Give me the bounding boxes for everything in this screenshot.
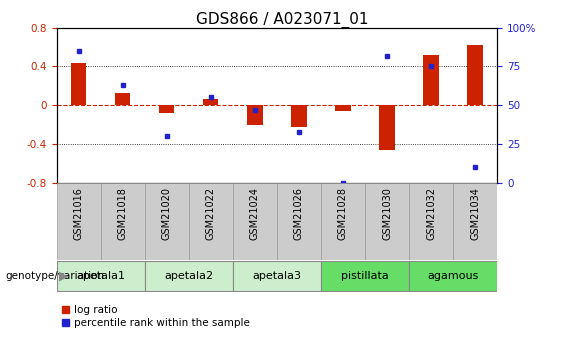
FancyBboxPatch shape bbox=[233, 261, 321, 291]
FancyBboxPatch shape bbox=[145, 183, 189, 260]
Bar bbox=[467, 45, 483, 105]
FancyBboxPatch shape bbox=[145, 261, 233, 291]
Text: apetala1: apetala1 bbox=[76, 271, 125, 281]
Text: GSM21024: GSM21024 bbox=[250, 187, 260, 240]
FancyBboxPatch shape bbox=[409, 183, 453, 260]
Text: apetala3: apetala3 bbox=[253, 271, 301, 281]
Text: apetala2: apetala2 bbox=[164, 271, 213, 281]
Text: GSM21032: GSM21032 bbox=[426, 187, 436, 240]
Text: GSM21018: GSM21018 bbox=[118, 187, 128, 240]
Text: agamous: agamous bbox=[428, 271, 479, 281]
FancyBboxPatch shape bbox=[321, 261, 409, 291]
Text: GSM21034: GSM21034 bbox=[470, 187, 480, 240]
Text: GSM21030: GSM21030 bbox=[382, 187, 392, 240]
Text: GDS866 / A023071_01: GDS866 / A023071_01 bbox=[196, 12, 369, 28]
Bar bbox=[379, 105, 395, 150]
Bar bbox=[159, 105, 175, 113]
Bar bbox=[115, 92, 131, 105]
Text: genotype/variation: genotype/variation bbox=[6, 271, 105, 281]
Bar bbox=[71, 62, 86, 105]
Bar bbox=[203, 99, 219, 105]
Bar bbox=[423, 55, 439, 105]
Text: GSM21026: GSM21026 bbox=[294, 187, 304, 240]
Bar bbox=[291, 105, 307, 127]
FancyBboxPatch shape bbox=[453, 183, 497, 260]
Bar bbox=[335, 105, 351, 111]
FancyBboxPatch shape bbox=[409, 261, 497, 291]
Text: ▶: ▶ bbox=[59, 269, 69, 283]
FancyBboxPatch shape bbox=[233, 183, 277, 260]
Text: GSM21022: GSM21022 bbox=[206, 187, 216, 240]
FancyBboxPatch shape bbox=[365, 183, 409, 260]
FancyBboxPatch shape bbox=[56, 261, 145, 291]
Bar bbox=[247, 105, 263, 125]
Text: GSM21020: GSM21020 bbox=[162, 187, 172, 240]
FancyBboxPatch shape bbox=[277, 183, 321, 260]
FancyBboxPatch shape bbox=[189, 183, 233, 260]
Text: GSM21028: GSM21028 bbox=[338, 187, 348, 240]
Legend: log ratio, percentile rank within the sample: log ratio, percentile rank within the sa… bbox=[62, 305, 250, 328]
Text: GSM21016: GSM21016 bbox=[73, 187, 84, 240]
Text: pistillata: pistillata bbox=[341, 271, 389, 281]
FancyBboxPatch shape bbox=[101, 183, 145, 260]
FancyBboxPatch shape bbox=[321, 183, 365, 260]
FancyBboxPatch shape bbox=[56, 183, 101, 260]
